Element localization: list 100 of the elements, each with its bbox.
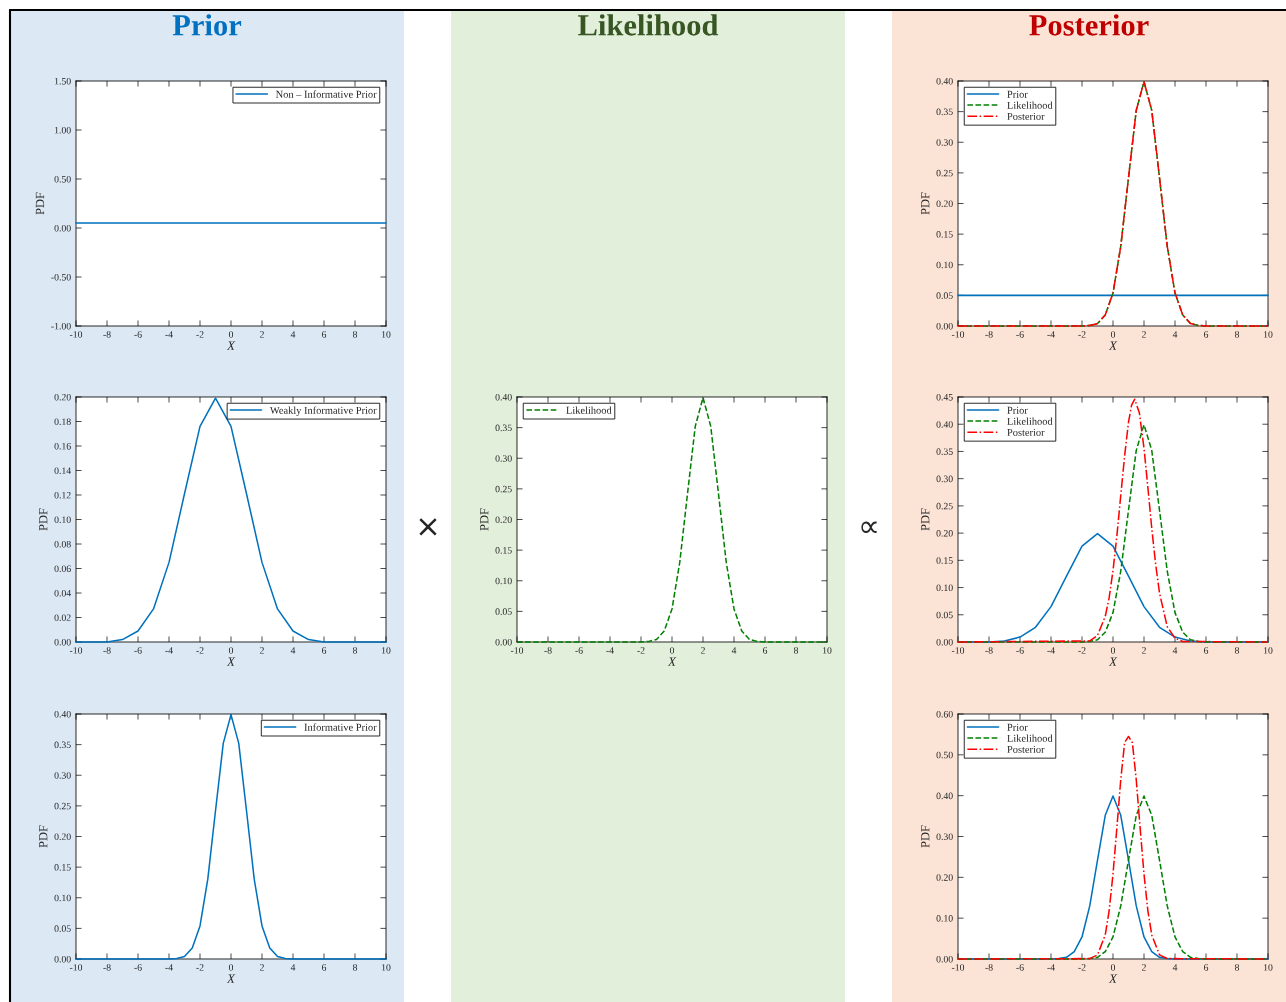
- x-tick-label: 8: [352, 964, 358, 971]
- chart-title: Posterior: [1029, 14, 1149, 36]
- x-tick-label: 4: [1172, 331, 1178, 338]
- x-tick-label: -4: [606, 647, 614, 654]
- y-tick-label: 0.10: [54, 516, 71, 524]
- x-tick-label: -10: [69, 964, 83, 971]
- x-tick-label: -6: [134, 331, 142, 338]
- x-tick-label: 0: [1110, 964, 1116, 971]
- x-tick-label: 2: [260, 647, 264, 654]
- x-tick-label: 2: [260, 964, 264, 971]
- legend-label: Prior: [1007, 723, 1028, 731]
- legend-label: Non – Informative Prior: [275, 90, 377, 98]
- x-tick-label: 0: [228, 964, 234, 971]
- y-tick-label: 0.25: [936, 502, 953, 510]
- x-tick-label: 4: [290, 964, 296, 971]
- y-tick-label: -0.50: [51, 273, 71, 281]
- y-tick-label: 0.10: [495, 577, 512, 585]
- x-tick-label: -10: [69, 331, 83, 338]
- x-tick-label: -8: [103, 647, 111, 654]
- x-tick-label: 0: [1110, 331, 1116, 338]
- x-tick-label: 2: [1142, 964, 1146, 971]
- x-tick-label: 2: [701, 647, 705, 654]
- x-tick-label: -6: [134, 647, 142, 654]
- x-tick-label: 10: [1263, 331, 1273, 338]
- y-tick-label: 0.40: [936, 77, 953, 85]
- y-tick-label: 0.15: [936, 557, 953, 564]
- y-tick-label: 0.25: [936, 169, 953, 177]
- y-tick-label: 0.35: [936, 108, 953, 116]
- x-tick-label: 6: [762, 647, 768, 654]
- y-tick-label: 0.25: [495, 485, 512, 493]
- y-tick-label: 0.05: [495, 608, 512, 615]
- legend-label: Prior: [1007, 406, 1028, 414]
- y-axis-title: PDF: [39, 825, 48, 848]
- x-tick-label: -10: [510, 647, 524, 654]
- y-tick-label: -1.00: [51, 322, 71, 330]
- y-tick-label: 0.30: [495, 455, 512, 462]
- legend-label: Likelihood: [1007, 417, 1053, 425]
- x-tick-label: 4: [290, 647, 296, 654]
- legend-label: Likelihood: [1007, 734, 1053, 742]
- x-axis-title: X: [1108, 657, 1118, 666]
- x-tick-label: 2: [260, 331, 264, 338]
- y-tick-label: 0.16: [54, 442, 71, 450]
- x-axis-title: X: [667, 657, 677, 666]
- y-tick-label: 0.25: [54, 802, 71, 810]
- x-tick-label: -4: [1047, 647, 1055, 654]
- legend-label: Likelihood: [566, 406, 612, 414]
- y-tick-label: 0.40: [936, 421, 953, 428]
- x-tick-label: 4: [1172, 964, 1178, 971]
- x-tick-label: 0: [228, 331, 234, 338]
- x-tick-label: -8: [103, 331, 111, 338]
- y-tick-label: 0.10: [936, 915, 953, 922]
- x-tick-label: 2: [1142, 647, 1146, 654]
- x-tick-label: -10: [951, 964, 965, 971]
- x-tick-label: 10: [1263, 647, 1273, 654]
- y-axis-title: PDF: [921, 192, 930, 215]
- x-tick-label: -2: [196, 647, 204, 654]
- x-tick-label: 4: [1172, 647, 1178, 654]
- y-tick-label: 0.10: [936, 584, 953, 592]
- y-tick-label: 0.02: [54, 614, 71, 622]
- y-tick-label: 0.04: [54, 589, 71, 597]
- legend-label: Posterior: [1007, 745, 1045, 753]
- legend-label: Posterior: [1007, 112, 1045, 120]
- y-tick-label: 0.15: [936, 231, 953, 238]
- y-tick-label: 0.00: [495, 638, 512, 646]
- y-tick-label: 0.40: [495, 393, 512, 401]
- x-tick-label: -8: [985, 647, 993, 654]
- x-tick-label: 0: [669, 647, 675, 654]
- y-tick-label: 0.10: [54, 894, 71, 902]
- x-tick-label: -8: [544, 647, 552, 654]
- x-tick-label: -10: [951, 331, 965, 338]
- x-tick-label: -2: [1078, 964, 1086, 971]
- x-tick-label: -6: [1016, 964, 1024, 971]
- x-tick-label: 10: [381, 964, 391, 971]
- y-tick-label: 0.35: [54, 741, 71, 749]
- x-axis-title: X: [1108, 974, 1118, 983]
- x-tick-label: 6: [321, 647, 327, 654]
- chart-title: Likelihood: [578, 14, 719, 36]
- y-tick-label: 0.50: [54, 175, 71, 183]
- x-axis-title: X: [226, 341, 236, 350]
- legend-label: Posterior: [1007, 428, 1045, 436]
- y-tick-label: 0.00: [54, 638, 71, 646]
- y-tick-label: 0.12: [54, 491, 71, 499]
- y-tick-label: 0.20: [936, 874, 953, 881]
- legend-label: Prior: [1007, 90, 1028, 98]
- x-tick-label: -2: [196, 964, 204, 971]
- x-tick-label: 8: [352, 647, 358, 654]
- x-tick-label: -6: [1016, 647, 1024, 654]
- y-tick-label: 0.30: [936, 139, 953, 146]
- y-axis-title: PDF: [39, 508, 48, 531]
- x-tick-label: 8: [1234, 647, 1240, 654]
- x-tick-label: -10: [69, 647, 83, 654]
- text: ×: [419, 518, 437, 536]
- y-tick-label: 0.00: [54, 955, 71, 963]
- y-tick-label: 0.06: [54, 565, 71, 573]
- y-tick-label: 0.20: [54, 393, 71, 401]
- y-tick-label: 0.20: [495, 516, 512, 524]
- y-tick-label: 0.00: [936, 638, 953, 646]
- y-tick-label: 1.50: [54, 77, 71, 85]
- x-tick-label: -6: [134, 964, 142, 971]
- y-tick-label: 0.00: [54, 224, 71, 232]
